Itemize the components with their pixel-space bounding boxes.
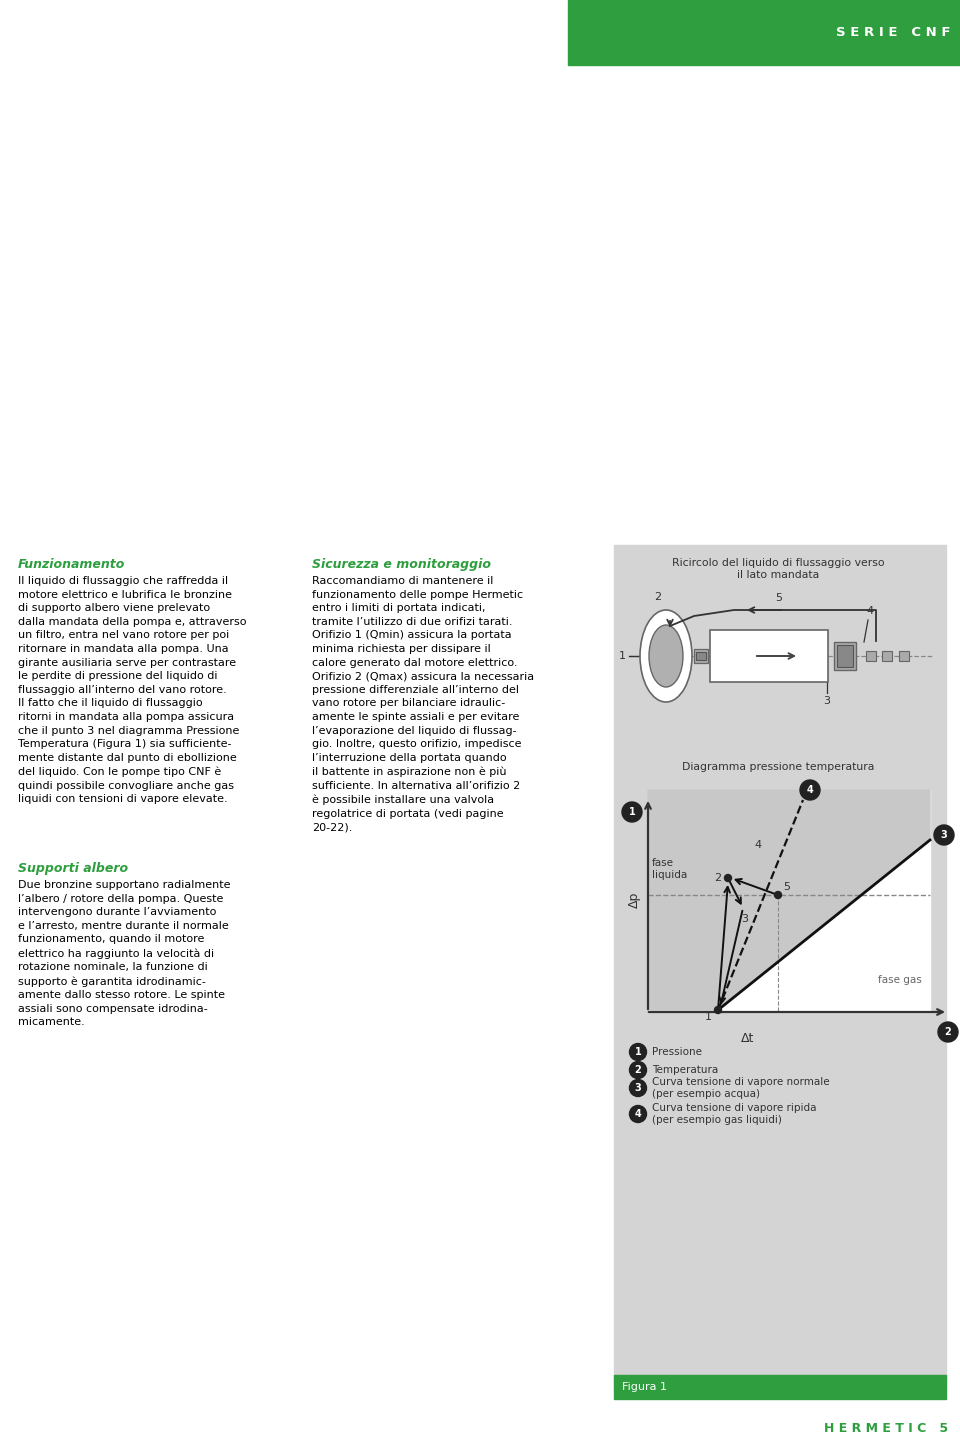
Circle shape [775, 892, 781, 899]
Text: 1: 1 [619, 650, 626, 661]
Text: fase gas: fase gas [878, 974, 922, 984]
Circle shape [630, 1079, 646, 1096]
Polygon shape [648, 790, 930, 1011]
Circle shape [714, 1006, 722, 1013]
Ellipse shape [640, 610, 692, 701]
Text: 5: 5 [776, 592, 782, 603]
Text: Funzionamento: Funzionamento [18, 558, 126, 571]
Text: Curva tensione di vapore normale
(per esempio acqua): Curva tensione di vapore normale (per es… [652, 1076, 829, 1099]
Circle shape [630, 1105, 646, 1122]
Text: Ricircolo del liquido di flussaggio verso
il lato mandata: Ricircolo del liquido di flussaggio vers… [672, 558, 884, 579]
Text: Diagramma pressione temperatura: Diagramma pressione temperatura [682, 762, 875, 772]
Text: H E R M E T I C   5: H E R M E T I C 5 [824, 1422, 948, 1435]
Bar [648, 790, 930, 1011]
Text: Pressione: Pressione [652, 1047, 702, 1057]
Text: Il liquido di flussaggio che raffredda il
motore elettrico e lubrifica le bronzi: Il liquido di flussaggio che raffredda i… [18, 576, 247, 804]
Circle shape [800, 780, 820, 800]
Text: 4: 4 [755, 841, 761, 849]
Text: Temperatura: Temperatura [652, 1064, 718, 1074]
Bar [694, 649, 708, 664]
Text: 3: 3 [741, 913, 748, 923]
Text: 1: 1 [635, 1047, 641, 1057]
Text: 2: 2 [714, 873, 721, 883]
Ellipse shape [649, 624, 683, 687]
Circle shape [622, 802, 642, 822]
Bar [614, 544, 946, 1385]
Bar [899, 650, 909, 661]
Bar [710, 630, 828, 682]
Text: 5: 5 [783, 881, 790, 892]
Text: 4: 4 [806, 786, 813, 796]
Text: 2: 2 [635, 1064, 641, 1074]
Text: Supporti albero: Supporti albero [18, 862, 128, 876]
Bar [614, 1375, 946, 1398]
Text: Figura 1: Figura 1 [622, 1382, 667, 1392]
Text: 1: 1 [705, 1012, 712, 1022]
Circle shape [938, 1022, 958, 1043]
Bar [568, 0, 960, 65]
Text: 4: 4 [635, 1109, 641, 1119]
Bar [834, 642, 856, 669]
Text: fase
liquida: fase liquida [652, 858, 687, 880]
Text: Sicurezza e monitoraggio: Sicurezza e monitoraggio [312, 558, 491, 571]
Text: 2: 2 [655, 592, 661, 603]
Bar [866, 650, 876, 661]
Text: S E R I E   C N F: S E R I E C N F [835, 26, 950, 39]
Bar [882, 650, 892, 661]
Text: 3: 3 [941, 831, 948, 841]
Text: Raccomandiamo di mantenere il
funzionamento delle pompe Hermetic
entro i limiti : Raccomandiamo di mantenere il funzioname… [312, 576, 534, 832]
Circle shape [725, 874, 732, 881]
Text: Curva tensione di vapore ripida
(per esempio gas liquidi): Curva tensione di vapore ripida (per ese… [652, 1102, 817, 1125]
Text: 2: 2 [945, 1027, 951, 1037]
Bar [837, 645, 853, 666]
Circle shape [630, 1061, 646, 1079]
Text: Δp: Δp [628, 892, 640, 908]
Text: Δt: Δt [741, 1032, 755, 1045]
Text: 3: 3 [824, 696, 830, 706]
Circle shape [630, 1044, 646, 1060]
Circle shape [934, 825, 954, 845]
Text: 1: 1 [629, 807, 636, 817]
Bar [696, 652, 706, 661]
Text: 4: 4 [867, 605, 874, 616]
Text: Due bronzine supportano radialmente
l’albero / rotore della pompa. Queste
interv: Due bronzine supportano radialmente l’al… [18, 880, 230, 1028]
Text: 3: 3 [635, 1083, 641, 1093]
